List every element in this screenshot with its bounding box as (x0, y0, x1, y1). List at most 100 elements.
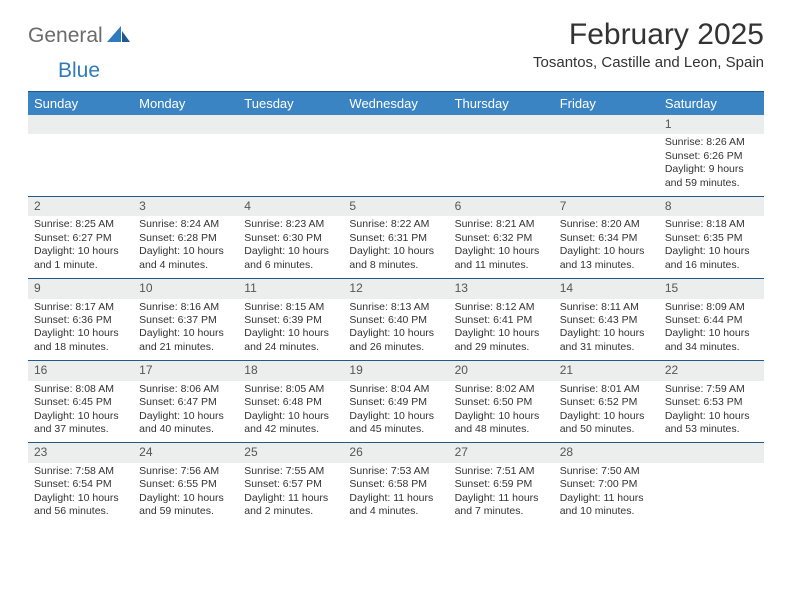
weekday-header: Saturday (659, 92, 764, 116)
sunset-text: Sunset: 6:52 PM (560, 396, 653, 409)
day-number: 26 (343, 443, 448, 462)
calendar-day-cell (133, 115, 238, 197)
sunset-text: Sunset: 6:30 PM (244, 232, 337, 245)
daylight-text: Daylight: 11 hours and 7 minutes. (455, 492, 548, 519)
day-number: 3 (133, 197, 238, 216)
calendar-day-cell (659, 443, 764, 525)
calendar-day-cell: 2Sunrise: 8:25 AMSunset: 6:27 PMDaylight… (28, 197, 133, 279)
calendar-week-row: 23Sunrise: 7:58 AMSunset: 6:54 PMDayligh… (28, 443, 764, 525)
calendar-day-cell: 28Sunrise: 7:50 AMSunset: 7:00 PMDayligh… (554, 443, 659, 525)
day-number (449, 115, 554, 134)
day-content (133, 134, 238, 142)
sunset-text: Sunset: 6:35 PM (665, 232, 758, 245)
day-content: Sunrise: 8:20 AMSunset: 6:34 PMDaylight:… (554, 216, 659, 278)
calendar-day-cell: 16Sunrise: 8:08 AMSunset: 6:45 PMDayligh… (28, 361, 133, 443)
day-number: 5 (343, 197, 448, 216)
day-content: Sunrise: 8:23 AMSunset: 6:30 PMDaylight:… (238, 216, 343, 278)
calendar-day-cell (449, 115, 554, 197)
day-number: 20 (449, 361, 554, 380)
calendar-day-cell: 1Sunrise: 8:26 AMSunset: 6:26 PMDaylight… (659, 115, 764, 197)
sunrise-text: Sunrise: 7:58 AM (34, 465, 127, 478)
daylight-text: Daylight: 10 hours and 37 minutes. (34, 410, 127, 437)
sunrise-text: Sunrise: 8:09 AM (665, 301, 758, 314)
day-number: 8 (659, 197, 764, 216)
calendar-day-cell: 13Sunrise: 8:12 AMSunset: 6:41 PMDayligh… (449, 279, 554, 361)
day-content (343, 134, 448, 142)
sunrise-text: Sunrise: 7:53 AM (349, 465, 442, 478)
calendar-week-row: 16Sunrise: 8:08 AMSunset: 6:45 PMDayligh… (28, 361, 764, 443)
day-content: Sunrise: 8:16 AMSunset: 6:37 PMDaylight:… (133, 299, 238, 361)
sunset-text: Sunset: 6:53 PM (665, 396, 758, 409)
calendar-day-cell: 23Sunrise: 7:58 AMSunset: 6:54 PMDayligh… (28, 443, 133, 525)
logo-text-general: General (28, 24, 103, 48)
daylight-text: Daylight: 10 hours and 56 minutes. (34, 492, 127, 519)
day-number: 17 (133, 361, 238, 380)
calendar-day-cell: 22Sunrise: 7:59 AMSunset: 6:53 PMDayligh… (659, 361, 764, 443)
day-content: Sunrise: 8:08 AMSunset: 6:45 PMDaylight:… (28, 381, 133, 443)
day-content (238, 134, 343, 142)
calendar-week-row: 9Sunrise: 8:17 AMSunset: 6:36 PMDaylight… (28, 279, 764, 361)
day-content: Sunrise: 8:13 AMSunset: 6:40 PMDaylight:… (343, 299, 448, 361)
sunset-text: Sunset: 6:47 PM (139, 396, 232, 409)
daylight-text: Daylight: 10 hours and 29 minutes. (455, 327, 548, 354)
calendar-day-cell: 9Sunrise: 8:17 AMSunset: 6:36 PMDaylight… (28, 279, 133, 361)
calendar-day-cell: 18Sunrise: 8:05 AMSunset: 6:48 PMDayligh… (238, 361, 343, 443)
sunrise-text: Sunrise: 7:55 AM (244, 465, 337, 478)
logo-text-blue: Blue (58, 59, 100, 82)
sunrise-text: Sunrise: 8:18 AM (665, 218, 758, 231)
day-content: Sunrise: 7:50 AMSunset: 7:00 PMDaylight:… (554, 463, 659, 525)
sunrise-text: Sunrise: 8:26 AM (665, 136, 758, 149)
logo: General (28, 18, 133, 48)
daylight-text: Daylight: 10 hours and 45 minutes. (349, 410, 442, 437)
sunrise-text: Sunrise: 8:25 AM (34, 218, 127, 231)
sunset-text: Sunset: 6:32 PM (455, 232, 548, 245)
daylight-text: Daylight: 10 hours and 31 minutes. (560, 327, 653, 354)
day-content: Sunrise: 8:21 AMSunset: 6:32 PMDaylight:… (449, 216, 554, 278)
calendar-day-cell: 27Sunrise: 7:51 AMSunset: 6:59 PMDayligh… (449, 443, 554, 525)
day-content (28, 134, 133, 142)
daylight-text: Daylight: 10 hours and 24 minutes. (244, 327, 337, 354)
daylight-text: Daylight: 10 hours and 59 minutes. (139, 492, 232, 519)
sunrise-text: Sunrise: 8:05 AM (244, 383, 337, 396)
day-number (554, 115, 659, 134)
sunset-text: Sunset: 6:59 PM (455, 478, 548, 491)
daylight-text: Daylight: 10 hours and 11 minutes. (455, 245, 548, 272)
day-content: Sunrise: 8:05 AMSunset: 6:48 PMDaylight:… (238, 381, 343, 443)
sunset-text: Sunset: 6:57 PM (244, 478, 337, 491)
daylight-text: Daylight: 11 hours and 4 minutes. (349, 492, 442, 519)
day-content (554, 134, 659, 142)
day-number: 7 (554, 197, 659, 216)
day-number (238, 115, 343, 134)
day-content: Sunrise: 8:22 AMSunset: 6:31 PMDaylight:… (343, 216, 448, 278)
calendar-day-cell: 21Sunrise: 8:01 AMSunset: 6:52 PMDayligh… (554, 361, 659, 443)
day-content (659, 463, 764, 471)
calendar-day-cell: 12Sunrise: 8:13 AMSunset: 6:40 PMDayligh… (343, 279, 448, 361)
calendar-day-cell: 20Sunrise: 8:02 AMSunset: 6:50 PMDayligh… (449, 361, 554, 443)
sunset-text: Sunset: 6:45 PM (34, 396, 127, 409)
calendar-day-cell: 10Sunrise: 8:16 AMSunset: 6:37 PMDayligh… (133, 279, 238, 361)
weekday-header: Friday (554, 92, 659, 116)
calendar-week-row: 2Sunrise: 8:25 AMSunset: 6:27 PMDaylight… (28, 197, 764, 279)
calendar-day-cell (238, 115, 343, 197)
logo-sail-icon (107, 25, 131, 48)
day-number: 11 (238, 279, 343, 298)
sunset-text: Sunset: 7:00 PM (560, 478, 653, 491)
day-number: 25 (238, 443, 343, 462)
sunset-text: Sunset: 6:28 PM (139, 232, 232, 245)
sunrise-text: Sunrise: 8:22 AM (349, 218, 442, 231)
month-title: February 2025 (533, 18, 764, 52)
calendar-day-cell: 3Sunrise: 8:24 AMSunset: 6:28 PMDaylight… (133, 197, 238, 279)
day-content: Sunrise: 8:25 AMSunset: 6:27 PMDaylight:… (28, 216, 133, 278)
sunset-text: Sunset: 6:27 PM (34, 232, 127, 245)
calendar-day-cell (554, 115, 659, 197)
calendar-day-cell: 26Sunrise: 7:53 AMSunset: 6:58 PMDayligh… (343, 443, 448, 525)
daylight-text: Daylight: 10 hours and 42 minutes. (244, 410, 337, 437)
sunrise-text: Sunrise: 7:59 AM (665, 383, 758, 396)
daylight-text: Daylight: 10 hours and 53 minutes. (665, 410, 758, 437)
weekday-header: Thursday (449, 92, 554, 116)
daylight-text: Daylight: 9 hours and 59 minutes. (665, 163, 758, 190)
calendar-day-cell: 6Sunrise: 8:21 AMSunset: 6:32 PMDaylight… (449, 197, 554, 279)
day-content: Sunrise: 8:02 AMSunset: 6:50 PMDaylight:… (449, 381, 554, 443)
day-number: 23 (28, 443, 133, 462)
daylight-text: Daylight: 10 hours and 6 minutes. (244, 245, 337, 272)
